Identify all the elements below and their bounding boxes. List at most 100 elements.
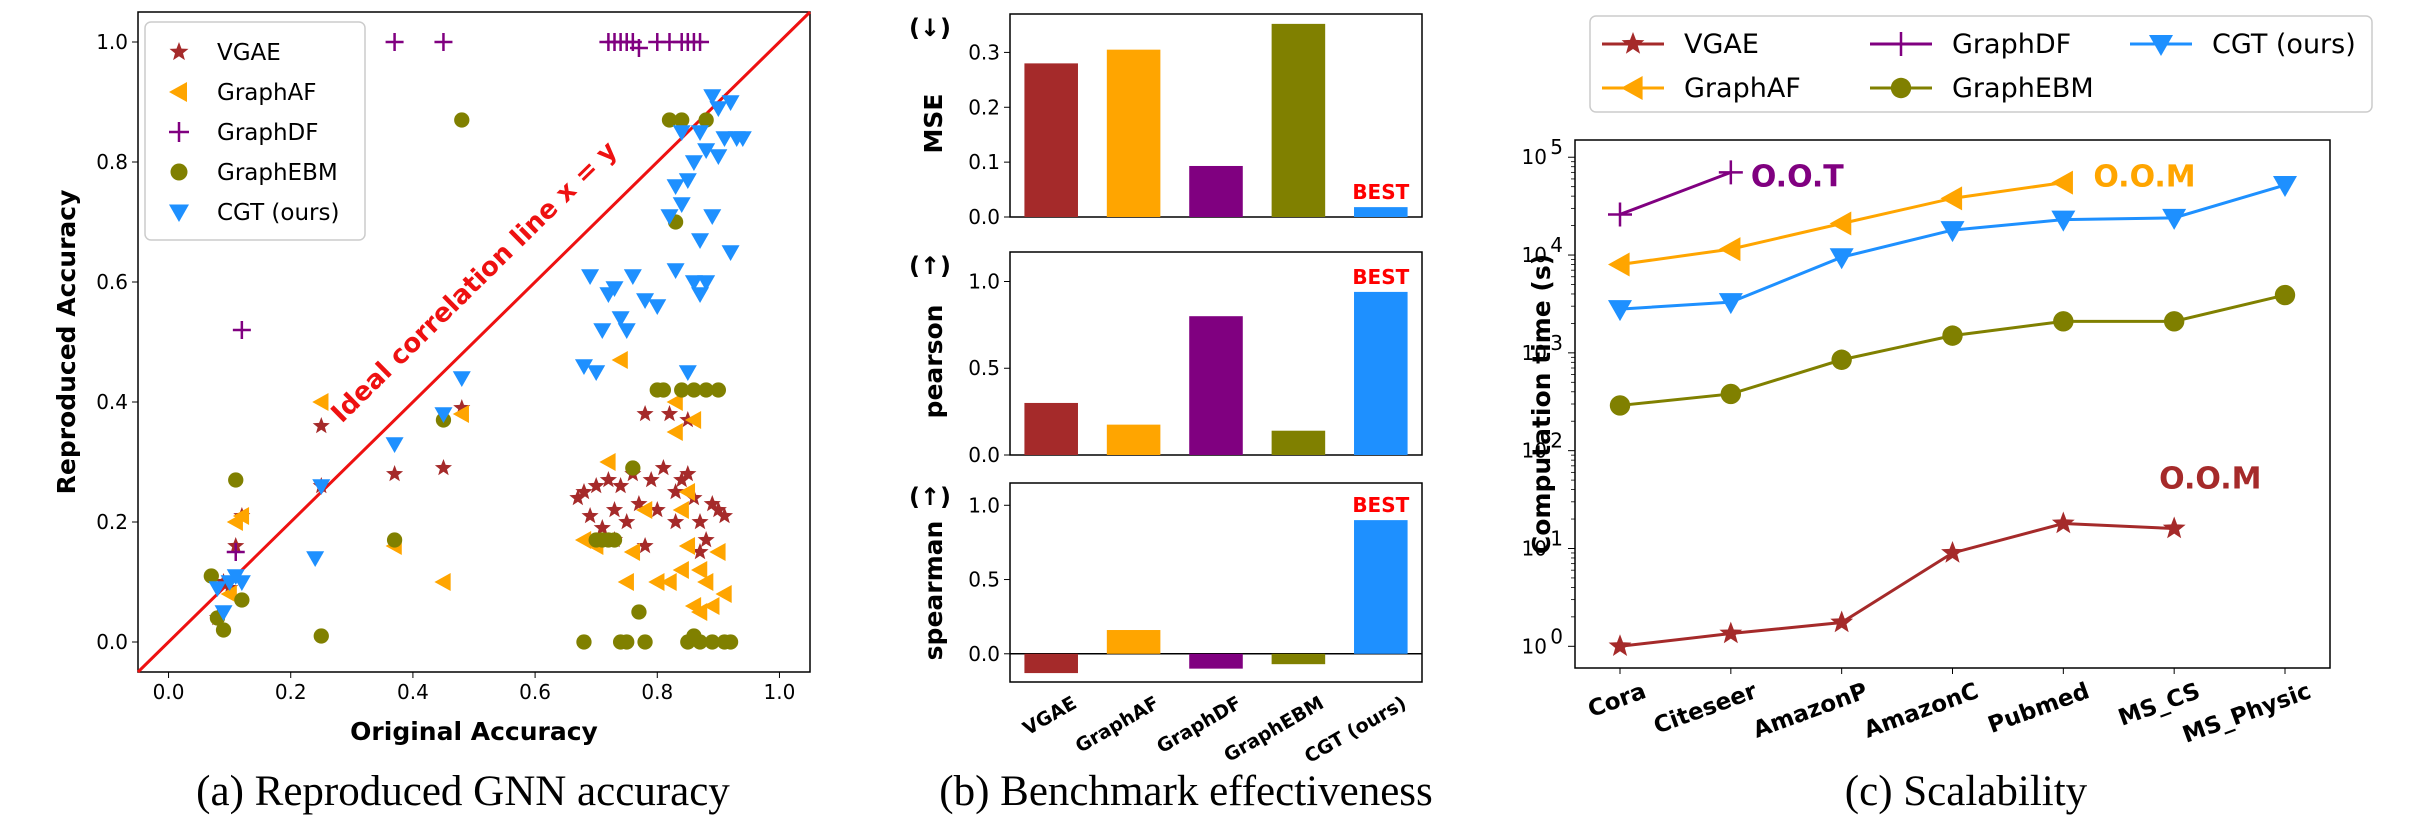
panel-a-scatter: 0.0 0.2 0.4 0.6 0.8 1.0 0.0 0.2 0.4 0.6 0.8 1.0 Orig… <box>52 10 812 746</box>
point-cgt-ours <box>684 275 703 291</box>
point-graphaf <box>672 501 689 519</box>
point-graphaf <box>648 573 665 591</box>
point-vgae <box>679 465 697 482</box>
point-cgt-ours <box>709 101 728 117</box>
bar-subplot-pearson: 0.0 0.5 1.0 BEST pearson (↑) <box>909 251 1423 467</box>
point-graphebm <box>234 592 250 608</box>
point-graphebm <box>1942 325 1963 346</box>
y-tick-exponent: 5 <box>1550 135 1563 159</box>
ideal-correlation-line <box>136 10 812 674</box>
legend-label-graphebm: GraphEBM <box>217 160 338 186</box>
series-graphdf <box>226 33 710 561</box>
point-graphebm <box>655 382 672 398</box>
point-vgae <box>667 513 685 530</box>
point-vgae <box>691 543 709 560</box>
bar-graphaf <box>1106 424 1161 455</box>
legend-marker-vgae <box>1621 32 1645 54</box>
point-cgt-ours <box>581 269 600 285</box>
y-tick-exponent: 3 <box>1550 331 1563 355</box>
point-graphaf <box>452 405 469 423</box>
x-tick-label: 0.6 <box>519 680 551 704</box>
end-label-graphdf: O.O.T <box>1751 159 1844 194</box>
x-tick-label: 0.8 <box>641 680 673 704</box>
caption-a: (a) Reproduced GNN accuracy <box>196 768 730 815</box>
y-tick-label: 0.2 <box>96 510 128 534</box>
y-tick-label: 0.4 <box>96 390 128 414</box>
point-graphebm <box>704 634 720 650</box>
bar-graphaf <box>1106 630 1161 654</box>
series-cgt-ours <box>208 89 752 621</box>
point-vgae <box>215 573 233 590</box>
legend-marker-graphebm <box>170 163 188 181</box>
point-cgt-ours <box>648 299 667 315</box>
legend-marker-cgt-ours <box>2149 35 2173 56</box>
y-axis-label: Reproduced Accuracy <box>52 190 81 495</box>
point-vgae <box>660 405 679 422</box>
point-graphebm <box>203 568 219 584</box>
series-cgt-ours <box>1608 176 2297 322</box>
point-cgt-ours <box>733 131 752 147</box>
point-graphaf <box>691 561 708 579</box>
point-graphaf <box>574 531 592 549</box>
point-graphebm <box>1720 383 1742 405</box>
point-cgt-ours <box>434 407 453 423</box>
bar-graphdf <box>1189 316 1243 455</box>
point-vgae <box>715 507 733 524</box>
point-graphebm <box>313 628 329 644</box>
category-label: MS_Physic <box>2179 678 2314 748</box>
point-graphaf <box>672 561 689 579</box>
point-graphebm <box>215 622 232 638</box>
point-cgt-ours <box>672 197 691 213</box>
point-vgae <box>581 507 599 524</box>
y-tick-label: 1.0 <box>96 30 128 54</box>
point-cgt-ours <box>623 269 642 285</box>
series-graphdf: O.O.T <box>1608 159 1844 227</box>
category-label: GraphAF <box>1072 692 1163 757</box>
point-graphaf <box>623 543 641 561</box>
series-graphaf: O.O.M <box>1608 160 2196 277</box>
point-cgt-ours <box>721 95 740 111</box>
bar-cgt-ours <box>1354 520 1408 654</box>
bar-graphebm <box>1271 430 1326 455</box>
point-graphdf <box>1608 202 1632 227</box>
point-cgt-ours <box>666 263 685 279</box>
point-graphaf <box>1718 237 1741 262</box>
point-vgae <box>667 483 685 500</box>
point-vgae <box>593 519 611 536</box>
point-cgt-ours <box>208 581 227 597</box>
point-vgae <box>575 483 593 500</box>
point-graphdf <box>434 33 453 51</box>
point-cgt-ours <box>1829 248 1854 270</box>
best-label: BEST <box>1352 493 1409 517</box>
point-graphaf <box>709 543 726 561</box>
point-cgt-ours <box>715 131 734 147</box>
point-cgt-ours <box>691 233 710 249</box>
point-graphaf <box>312 393 329 411</box>
point-graphaf <box>636 501 653 519</box>
category-label: Pubmed <box>1985 678 2093 739</box>
line-vgae <box>1619 522 2175 648</box>
category-label: VGAE <box>1019 692 1080 740</box>
series-vgae <box>208 399 733 626</box>
y-tick-label: 0.0 <box>968 642 1000 666</box>
point-graphdf <box>385 33 404 51</box>
point-graphaf <box>617 573 634 591</box>
legend-marker-graphaf <box>169 82 187 102</box>
direction-arrow: (↓) <box>909 14 951 42</box>
point-graphebm <box>1831 349 1852 370</box>
x-tick-label: 0.0 <box>153 680 185 704</box>
point-graphaf <box>678 537 696 555</box>
point-cgt-ours <box>587 365 606 381</box>
point-graphdf <box>226 543 245 561</box>
point-graphebm <box>386 532 403 548</box>
legend-box <box>144 21 366 241</box>
point-vgae <box>636 537 654 554</box>
point-vgae <box>453 399 471 416</box>
legend-marker-graphdf <box>169 122 189 142</box>
point-graphaf <box>220 585 237 603</box>
point-cgt-ours <box>684 155 703 171</box>
point-cgt-ours <box>672 125 691 141</box>
point-vgae <box>612 477 630 494</box>
legend-marker-graphaf <box>1621 76 1643 100</box>
